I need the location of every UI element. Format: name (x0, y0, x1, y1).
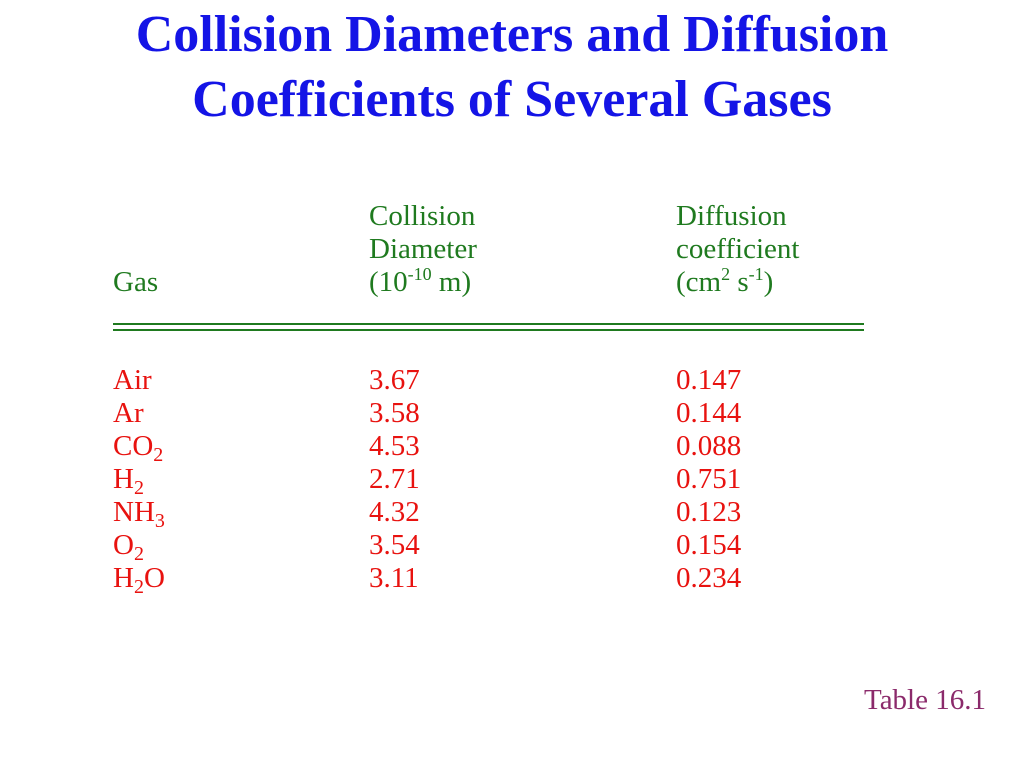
table-row-gas: Ar (113, 397, 144, 429)
table-caption: Table 16.1 (864, 684, 986, 716)
table-row-diameter: 3.58 (369, 397, 420, 429)
diffusion-header-line-1: Diffusion (676, 200, 787, 232)
table-row-gas: O2 (113, 529, 144, 565)
table-row-gas: CO2 (113, 430, 164, 466)
table-row-gas: H2O (113, 562, 165, 598)
header-divider-top (113, 323, 864, 325)
table-row-gas: H2 (113, 463, 144, 499)
gas-header: Gas (113, 266, 159, 298)
table-row-diameter: 2.71 (369, 463, 420, 495)
table-row-diameter: 3.11 (369, 562, 419, 594)
diameter-header-line-1: Collision (369, 200, 476, 232)
table-row-diffusion: 0.234 (676, 562, 742, 594)
diffusion-header-line-2: coefficient (676, 233, 800, 265)
table-row-diameter: 4.32 (369, 496, 420, 528)
table-row-diameter: 4.53 (369, 430, 420, 462)
table-row-diffusion: 0.123 (676, 496, 742, 528)
diameter-header-unit: (10-10 m) (369, 264, 472, 298)
slide-title: Collision Diameters and Diffusion Coeffi… (0, 2, 1024, 132)
table-row-diameter: 3.67 (369, 364, 420, 396)
table-row-diffusion: 0.154 (676, 529, 742, 561)
table-row-diffusion: 0.088 (676, 430, 742, 462)
slide-title-line-1: Collision Diameters and Diffusion (135, 6, 889, 63)
table-row-diffusion: 0.144 (676, 397, 742, 429)
table-row-gas: NH3 (113, 496, 165, 532)
table-row-diffusion: 0.751 (676, 463, 742, 495)
slide-title-line-2: Coefficients of Several Gases (192, 71, 832, 128)
table-row-gas: Air (113, 364, 152, 396)
diffusion-header-unit: (cm2 s-1) (676, 264, 774, 298)
header-divider-bottom (113, 329, 864, 331)
diameter-header-line-2: Diameter (369, 233, 477, 265)
table-row-diffusion: 0.147 (676, 364, 742, 396)
table-row-diameter: 3.54 (369, 529, 420, 561)
